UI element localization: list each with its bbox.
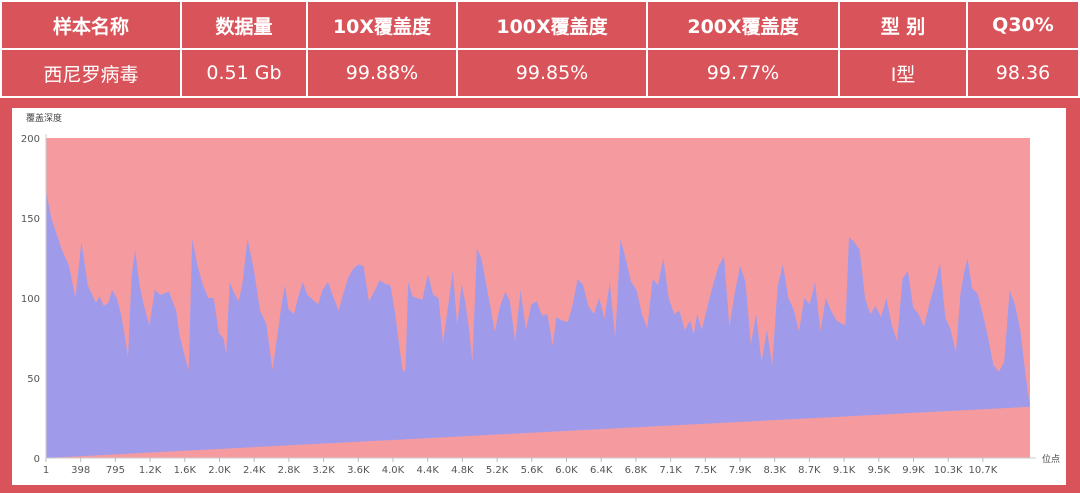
cell-type: I型 (838, 48, 968, 98)
x-tick-label: 9.5K (868, 465, 891, 476)
y-tick-label: 0 (34, 454, 40, 465)
plot-area (45, 134, 1036, 459)
cell-100x-coverage: 99.85% (456, 48, 648, 98)
x-tick-label: 6.4K (590, 465, 613, 476)
x-tick-label: 10.7K (968, 465, 997, 476)
x-tick-label: 6.0K (555, 465, 578, 476)
x-axis-ticks: 1 398 795 1.2K 1.6K 2.0K 2.4K 2.8K 3.2K 3.6K 4.0K 4… (43, 458, 998, 476)
x-tick-label: 7.9K (729, 465, 752, 476)
x-tick-label: 1.2K (139, 465, 162, 476)
x-tick-label: 2.8K (278, 465, 301, 476)
y-tick-label: 150 (21, 214, 40, 225)
header-100x-coverage: 100X覆盖度 (456, 0, 648, 50)
x-tick-label: 2.0K (208, 465, 231, 476)
y-tick-label: 200 (21, 134, 40, 145)
x-tick-label: 9.1K (833, 465, 856, 476)
x-tick-label: 8.7K (798, 465, 821, 476)
x-tick-label: 7.1K (659, 465, 682, 476)
cell-200x-coverage: 99.77% (646, 48, 840, 98)
x-tick-label: 1 (43, 465, 49, 476)
x-tick-label: 5.2K (486, 465, 509, 476)
x-tick-label: 3.6K (347, 465, 370, 476)
header-10x-coverage: 10X覆盖度 (306, 0, 458, 50)
x-tick-label: 6.8K (625, 465, 648, 476)
header-200x-coverage: 200X覆盖度 (646, 0, 840, 50)
summary-table: 样本名称 数据量 10X覆盖度 100X覆盖度 200X覆盖度 型 别 Q30%… (0, 0, 1080, 98)
header-sample-name: 样本名称 (0, 0, 182, 50)
x-tick-label: 5.6K (521, 465, 544, 476)
x-tick-label: 10.3K (934, 465, 963, 476)
x-tick-label: 4.8K (451, 465, 474, 476)
header-type: 型 别 (838, 0, 968, 50)
x-tick-label: 9.9K (902, 465, 925, 476)
x-tick-label: 4.4K (416, 465, 439, 476)
coverage-depth-chart: 覆盖深度 位点 0 50 100 150 200 1 398 795 1.2K 1.6K 2.0K… (21, 112, 1060, 476)
table-row: 西尼罗病毒 0.51 Gb 99.88% 99.85% 99.77% I型 98… (0, 48, 1080, 98)
x-tick-label: 795 (106, 465, 125, 476)
y-axis-label: 覆盖深度 (26, 112, 62, 124)
x-tick-label: 2.4K (243, 465, 266, 476)
y-axis-ticks: 0 50 100 150 200 (21, 134, 40, 465)
cell-q30: 98.36 (966, 48, 1080, 98)
x-axis-label: 位点 (1042, 453, 1060, 465)
x-tick-label: 4.0K (382, 465, 405, 476)
header-data-volume: 数据量 (180, 0, 308, 50)
coverage-depth-area (46, 190, 1030, 459)
cell-sample-name: 西尼罗病毒 (0, 48, 182, 98)
x-tick-label: 3.2K (312, 465, 335, 476)
y-tick-label: 50 (27, 374, 40, 385)
y-tick-label: 100 (21, 294, 40, 305)
x-tick-label: 1.6K (174, 465, 197, 476)
cell-10x-coverage: 99.88% (306, 48, 458, 98)
table-header-row: 样本名称 数据量 10X覆盖度 100X覆盖度 200X覆盖度 型 别 Q30% (0, 0, 1080, 50)
header-q30: Q30% (966, 0, 1080, 50)
coverage-chart-panel: 覆盖深度 位点 0 50 100 150 200 1 398 795 1.2K 1.6K 2.0K… (12, 108, 1066, 485)
cell-data-volume: 0.51 Gb (180, 48, 308, 98)
x-tick-label: 8.3K (763, 465, 786, 476)
x-tick-label: 398 (71, 465, 90, 476)
x-tick-label: 7.5K (694, 465, 717, 476)
